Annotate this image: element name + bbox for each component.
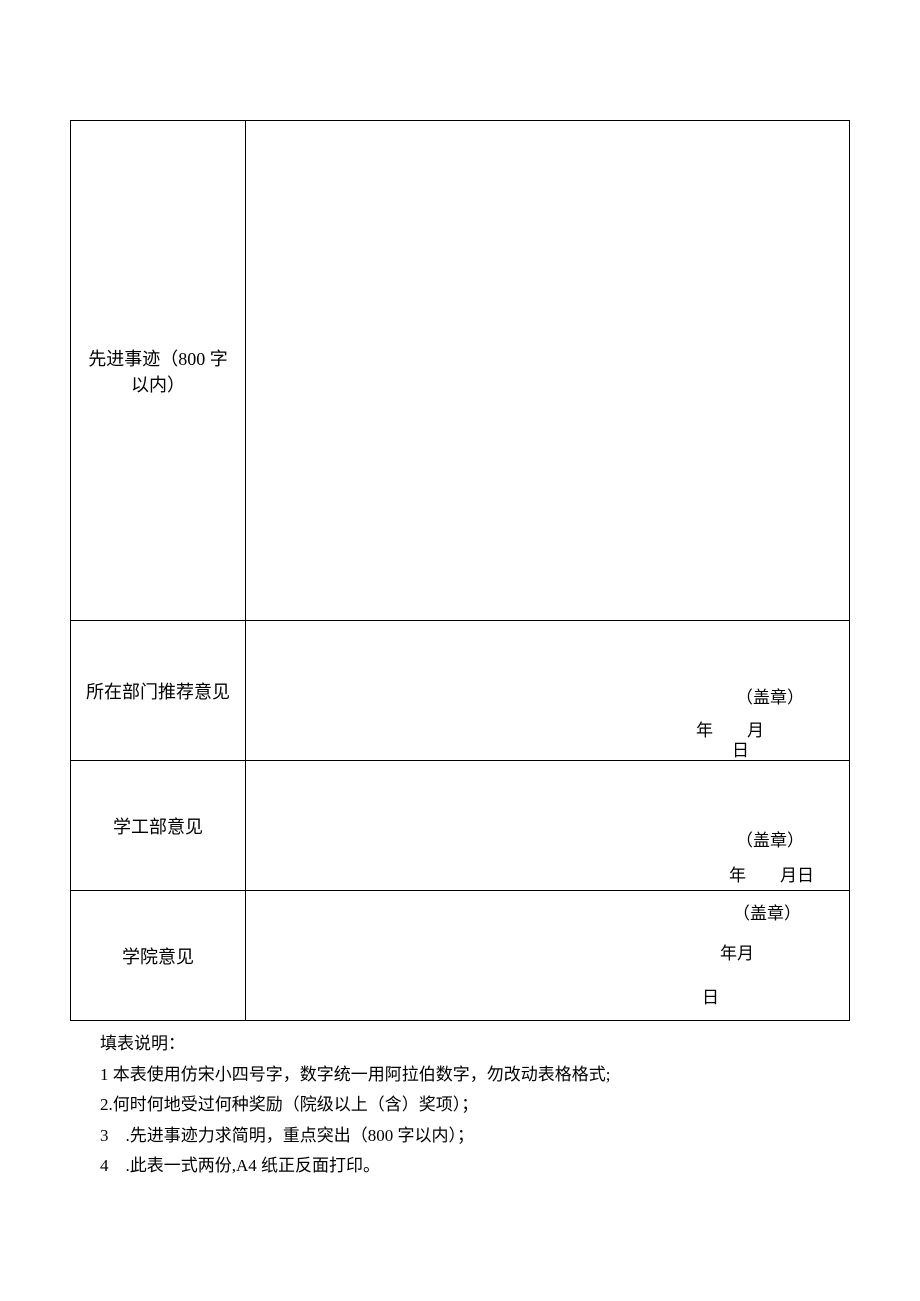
date-text: 年 月 xyxy=(696,716,764,741)
notes-item: 2.何时何地受过何种奖励（院级以上（含）奖项）； xyxy=(100,1090,850,1121)
date-text: 日 xyxy=(702,983,719,1008)
notes-item: 1 本表使用仿宋小四号字，数字统一用阿拉伯数字，勿改动表格格式; xyxy=(100,1060,850,1091)
date-text: 年 月日 xyxy=(729,861,814,886)
row-content-department: （盖章） 年 月 日 xyxy=(246,621,850,761)
row-label-department: 所在部门推荐意见 xyxy=(71,621,246,761)
seal-text: （盖章） xyxy=(736,683,804,708)
row-content-deeds xyxy=(246,121,850,621)
seal-text: （盖章） xyxy=(736,826,804,851)
form-table: 先进事迹（800 字以内） 所在部门推荐意见 （盖章） 年 月 日 学工部意见 … xyxy=(70,120,850,1021)
table-row: 所在部门推荐意见 （盖章） 年 月 日 xyxy=(71,621,850,761)
table-row: 先进事迹（800 字以内） xyxy=(71,121,850,621)
seal-text: （盖章） xyxy=(733,899,801,924)
notes-item: 3 .先进事迹力求简明，重点突出（800 字以内）； xyxy=(100,1121,850,1152)
row-content-college: （盖章） 年月 日 xyxy=(246,891,850,1021)
row-label-college: 学院意见 xyxy=(71,891,246,1021)
row-label-deeds: 先进事迹（800 字以内） xyxy=(71,121,246,621)
table-row: 学院意见 （盖章） 年月 日 xyxy=(71,891,850,1021)
date-text: 日 xyxy=(732,736,749,761)
date-text: 年月 xyxy=(720,939,754,964)
notes-section: 填表说明： 1 本表使用仿宋小四号字，数字统一用阿拉伯数字，勿改动表格格式; 2… xyxy=(70,1029,850,1182)
notes-title: 填表说明： xyxy=(100,1029,850,1060)
row-label-student-affairs: 学工部意见 xyxy=(71,761,246,891)
row-content-student-affairs: （盖章） 年 月日 xyxy=(246,761,850,891)
notes-item: 4 .此表一式两份,A4 纸正反面打印。 xyxy=(100,1151,850,1182)
table-row: 学工部意见 （盖章） 年 月日 xyxy=(71,761,850,891)
